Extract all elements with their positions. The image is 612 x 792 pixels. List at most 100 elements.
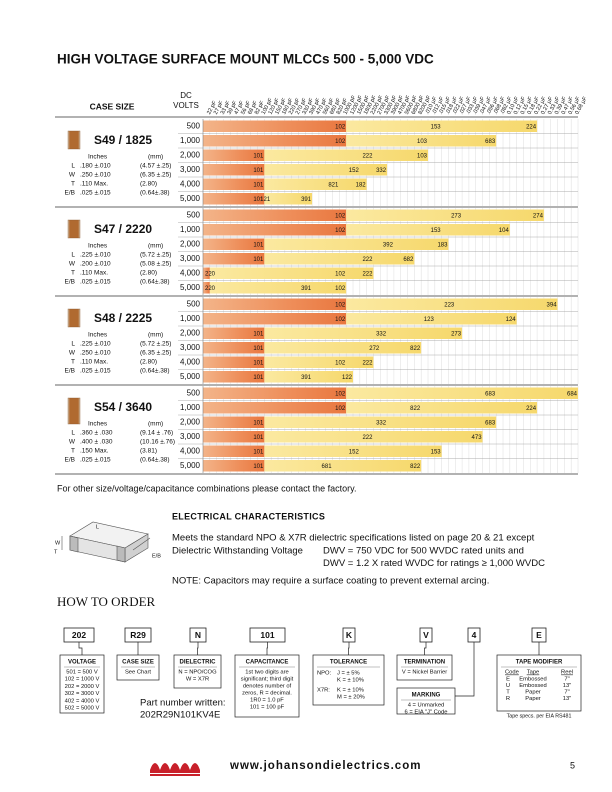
range-label: 822: [410, 464, 421, 470]
dim-unit: (mm): [148, 154, 163, 161]
range-label: 102: [335, 124, 346, 130]
range-label: 681: [322, 464, 333, 470]
range-label: 101: [253, 375, 264, 381]
tape-cell: Paper: [525, 696, 541, 702]
npo-bar: [203, 402, 347, 414]
x7r-bar: [264, 431, 483, 443]
drawing-label: T: [54, 549, 58, 555]
range-label: 123: [424, 317, 435, 323]
x7r-bar: [209, 267, 374, 279]
range-label: 102: [335, 213, 346, 219]
npo-bar: [203, 431, 265, 443]
x7r-bar: [346, 387, 578, 399]
tape-cell: 13": [563, 683, 572, 689]
x7r-bar: [346, 402, 538, 414]
tape-note: Tape specs. per EIA RS481: [507, 713, 572, 719]
dim-label: T: [71, 359, 75, 366]
desc-line: 502 = 5000 V: [65, 706, 100, 712]
volts-label: 4,000: [180, 357, 201, 366]
dim-inches: .110 Max.: [80, 359, 108, 366]
range-label: 332: [376, 331, 387, 337]
range-label: 220: [205, 286, 216, 292]
npo-bar: [203, 371, 265, 383]
dim-inches: .025 ±.015: [80, 457, 111, 464]
range-label: 101: [253, 331, 264, 337]
dim-label: T: [71, 181, 75, 188]
dim-label: E/B: [65, 457, 75, 464]
npo-bar: [203, 267, 210, 279]
dim-inches: .110 Max.: [80, 270, 108, 277]
range-label: 102: [335, 317, 346, 323]
range-label: 274: [533, 213, 544, 219]
x7r-bar: [264, 371, 353, 383]
desc-line: 402 = 4000 V: [65, 698, 100, 704]
desc-line: zeros, R = decimal.: [242, 691, 292, 697]
volts-label: 3,000: [180, 432, 201, 441]
range-label: 101: [253, 420, 264, 426]
range-label: 222: [362, 257, 373, 263]
range-label: 332: [376, 168, 387, 174]
part-number: 202R29N101KV4E: [140, 710, 220, 721]
npo-bar: [203, 193, 265, 205]
x7r-bar: [346, 120, 538, 132]
volts-label: 1,000: [180, 314, 201, 323]
logo: [150, 763, 200, 776]
desc-title: TERMINATION: [404, 660, 445, 666]
range-label: 102: [335, 139, 346, 145]
x7r-bar: [264, 164, 388, 176]
x7r-bar: [346, 135, 497, 147]
desc-line: significant; third digit: [241, 677, 294, 683]
range-label: 101: [253, 153, 264, 159]
npo-bar: [203, 224, 347, 236]
range-label: 103: [417, 153, 428, 159]
range-label: 101: [253, 197, 264, 203]
case-title: S54 / 3640: [94, 400, 152, 414]
tape-cell: Embossed: [519, 683, 546, 689]
range-label: 102: [335, 406, 346, 412]
dim-mm: (3.81): [140, 448, 157, 455]
desc-line: 6 = EIA "J" Code: [405, 710, 448, 716]
desc-title: CASE SIZE: [122, 660, 154, 666]
desc-line: 102 = 1000 V: [65, 677, 100, 683]
dim-unit: Inches: [88, 421, 108, 428]
volts-label: 1,000: [180, 225, 201, 234]
dim-mm: (0.64±.38): [140, 368, 170, 375]
range-label: 101: [253, 242, 264, 248]
dim-label: T: [71, 448, 75, 455]
desc-title: VOLTAGE: [68, 660, 96, 666]
range-label: 391: [301, 197, 312, 203]
x7r-bar: [209, 282, 347, 294]
code-value: E: [536, 630, 542, 640]
electrical-text: DWV = 1.2 X rated WVDC for ratings ≥ 1,0…: [323, 558, 545, 569]
range-label: 153: [431, 124, 442, 130]
dim-label: L: [71, 252, 75, 259]
range-label: 392: [383, 242, 394, 248]
tolerance-item: K = ± 10%: [337, 688, 364, 694]
dim-inches: .250 ±.010: [80, 172, 111, 179]
npo-bar: [203, 149, 265, 161]
x7r-bar: [346, 298, 558, 310]
npo-bar: [203, 327, 265, 339]
range-label: 101: [253, 464, 264, 470]
range-label: 224: [526, 406, 537, 412]
code-value: V: [423, 630, 429, 640]
x7r-bar: [264, 327, 463, 339]
tolerance-item: M = ± 20%: [337, 695, 365, 701]
range-label: 103: [417, 139, 428, 145]
dim-label: L: [71, 163, 75, 170]
dim-label: W: [69, 439, 76, 446]
volts-label: 5,000: [180, 283, 201, 292]
range-label: 391: [301, 286, 312, 292]
tape-cell: U: [506, 683, 510, 689]
x7r-bar: [264, 342, 422, 354]
desc-line: 4 = Unmarked: [408, 703, 445, 709]
desc-box: [116, 654, 160, 681]
drawing-label: L: [96, 524, 99, 530]
electrical-text: DWV = 750 VDC for 500 WVDC rated units a…: [323, 546, 524, 557]
page-number: 5: [570, 760, 575, 770]
volts-label: 500: [187, 299, 201, 308]
range-label: 152: [349, 168, 360, 174]
volts-label: 500: [187, 388, 201, 397]
volts-label: 500: [187, 210, 201, 219]
x7r-bar: [346, 313, 517, 325]
